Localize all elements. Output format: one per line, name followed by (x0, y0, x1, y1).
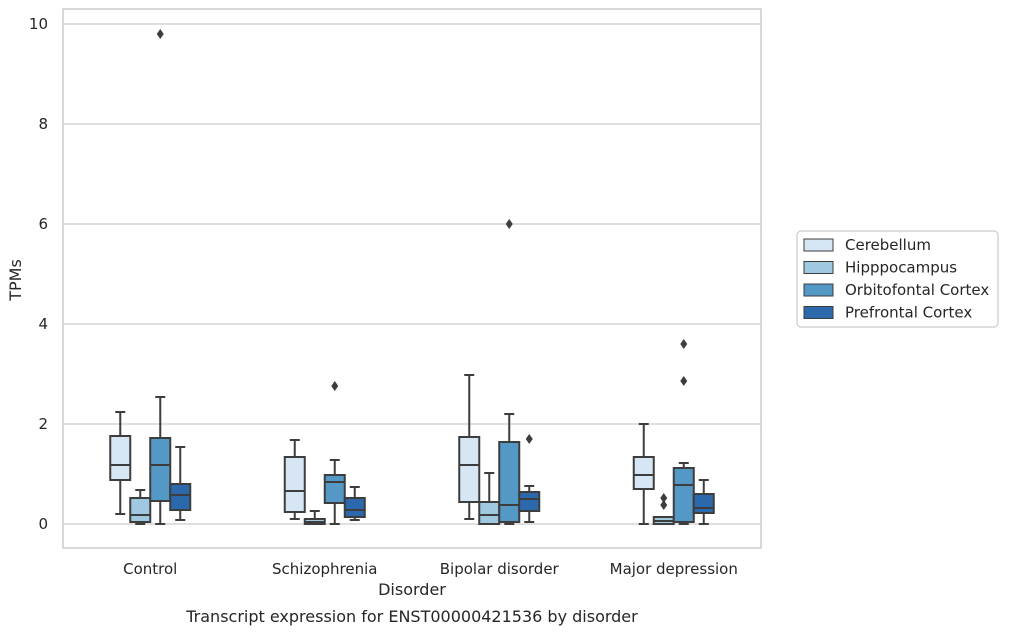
box-orbitofontal-cortex (323, 381, 346, 525)
x-tick-label: Bipolar disorder (440, 560, 560, 578)
box-prefrontal-cortex (343, 486, 366, 521)
outlier-point (680, 376, 688, 386)
box-prefrontal-cortex (518, 434, 541, 523)
y-tick-label: 2 (38, 415, 48, 433)
box-iqr (478, 501, 501, 525)
box-cerebellum (458, 374, 481, 520)
box-iqr (672, 467, 695, 523)
y-tick-label: 0 (38, 515, 48, 533)
plot-area-frame (62, 8, 762, 549)
box-hipppocampus (478, 472, 501, 525)
y-axis-ticks: 0 2 4 6 8 10 (29, 15, 48, 533)
box-iqr (149, 437, 172, 502)
y-tick-label: 10 (29, 15, 48, 33)
outlier-point (156, 29, 164, 39)
box-hipppocampus (652, 493, 675, 525)
box-orbitofontal-cortex (149, 29, 172, 525)
y-tick-label: 6 (38, 215, 48, 233)
legend-label: Orbitofontal Cortex (845, 281, 989, 299)
legend-label: Hipppocampus (845, 259, 957, 277)
box-hipppocampus (129, 489, 152, 525)
box-prefrontal-cortex (692, 479, 715, 525)
outlier-point (331, 381, 339, 391)
box-prefrontal-cortex (169, 446, 192, 521)
box-cerebellum (632, 423, 655, 525)
outlier-point (505, 219, 513, 229)
x-tick-label: Schizophrenia (272, 560, 377, 578)
outlier-point (680, 339, 688, 349)
outlier-point (660, 493, 668, 503)
box-hipppocampus (303, 510, 326, 525)
y-tick-label: 4 (38, 315, 48, 333)
legend-frame (796, 230, 999, 328)
box-series (109, 29, 715, 525)
x-tick-label: Control (123, 560, 177, 578)
box-orbitofontal-cortex (498, 219, 521, 525)
legend-swatch (803, 306, 834, 319)
box-iqr (343, 497, 366, 518)
box-orbitofontal-cortex (672, 339, 695, 525)
legend-swatch (803, 238, 834, 252)
chart-caption: Transcript expression for ENST0000042153… (185, 607, 638, 626)
box-iqr (632, 456, 655, 490)
x-axis-ticks: Control Schizophrenia Bipolar disorder Majo… (123, 560, 738, 578)
legend-swatch (803, 261, 834, 274)
box-iqr (458, 436, 481, 503)
box-iqr (109, 435, 132, 481)
outlier-point (525, 434, 533, 444)
box-iqr (283, 456, 306, 513)
box-iqr (129, 497, 152, 523)
box-iqr (498, 441, 521, 523)
box-iqr (518, 491, 541, 512)
y-tick-label: 8 (38, 115, 48, 133)
y-axis-label: TPMs (6, 259, 25, 302)
legend: Cerebellum Hipppocampus Orbitofontal Corte… (796, 230, 999, 328)
box-iqr (169, 483, 192, 511)
legend-label: Cerebellum (845, 236, 931, 254)
legend-swatch (803, 283, 834, 297)
outlier-point (660, 500, 668, 510)
box-cerebellum (109, 411, 132, 515)
box-iqr (692, 493, 715, 514)
box-cerebellum (283, 439, 306, 520)
box-iqr (323, 474, 346, 504)
x-tick-label: Major depression (610, 560, 738, 578)
x-axis-label: Disorder (378, 580, 446, 599)
legend-label: Prefrontal Cortex (845, 304, 972, 322)
